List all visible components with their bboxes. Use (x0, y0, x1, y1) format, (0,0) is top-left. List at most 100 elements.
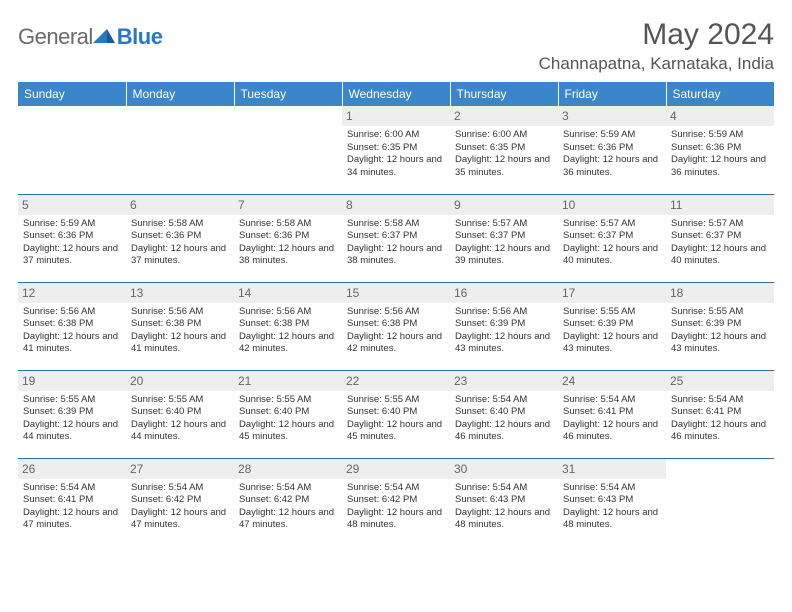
calendar-cell: 25 Sunrise: 5:54 AMSunset: 6:41 PMDayligh… (666, 370, 774, 458)
calendar-cell: 28Sunrise: 5:54 AMSunset: 6:42 PMDayligh… (234, 458, 342, 546)
calendar-cell: 14 Sunrise: 5:56 AMSunset: 6:38 PMDayligh… (234, 282, 342, 370)
calendar-cell: 16 Sunrise: 5:56 AMSunset: 6:39 PMDayligh… (450, 282, 558, 370)
calendar-cell: 22 Sunrise: 5:55 AMSunset: 6:40 PMDayligh… (342, 370, 450, 458)
cell-details: Sunrise: 5:54 AMSunset: 6:40 PMDaylight:… (455, 394, 553, 444)
day-number: 5 (18, 195, 126, 215)
calendar-cell: . (18, 106, 126, 194)
day-header: Friday (558, 82, 666, 106)
day-header: Thursday (450, 82, 558, 106)
calendar-cell: 19 Sunrise: 5:55 AMSunset: 6:39 PMDayligh… (18, 370, 126, 458)
day-number: 19 (18, 371, 126, 391)
day-number: 23 (450, 371, 558, 391)
cell-details: Sunrise: 5:58 AMSunset: 6:36 PMDaylight:… (131, 218, 229, 268)
cell-details: Sunrise: 5:56 AMSunset: 6:38 PMDaylight:… (131, 306, 229, 356)
day-number: 14 (234, 283, 342, 303)
cell-details: Sunrise: 5:54 AMSunset: 6:43 PMDaylight:… (563, 482, 661, 532)
day-number: 18 (666, 283, 774, 303)
cell-details: Sunrise: 5:59 AMSunset: 6:36 PMDaylight:… (563, 129, 661, 179)
calendar-cell: 3 Sunrise: 5:59 AMSunset: 6:36 PMDaylight… (558, 106, 666, 194)
calendar-cell: 27 Sunrise: 5:54 AMSunset: 6:42 PMDayligh… (126, 458, 234, 546)
cell-details: Sunrise: 5:58 AMSunset: 6:37 PMDaylight:… (347, 218, 445, 268)
cell-details: Sunrise: 5:54 AMSunset: 6:42 PMDaylight:… (131, 482, 229, 532)
cell-details: Sunrise: 5:55 AMSunset: 6:40 PMDaylight:… (131, 394, 229, 444)
day-number: 10 (558, 195, 666, 215)
day-number: 30 (450, 459, 558, 479)
calendar-cell: 5 Sunrise: 5:59 AMSunset: 6:36 PMDaylight… (18, 194, 126, 282)
cell-details: Sunrise: 5:56 AMSunset: 6:39 PMDaylight:… (455, 306, 553, 356)
day-number: 12 (18, 283, 126, 303)
calendar-cell: 15 Sunrise: 5:56 AMSunset: 6:38 PMDayligh… (342, 282, 450, 370)
calendar-cell: 21 Sunrise: 5:55 AMSunset: 6:40 PMDayligh… (234, 370, 342, 458)
calendar-cell: 26Sunrise: 5:54 AMSunset: 6:41 PMDayligh… (18, 458, 126, 546)
calendar-cell: 18 Sunrise: 5:55 AMSunset: 6:39 PMDayligh… (666, 282, 774, 370)
cell-details: Sunrise: 6:00 AMSunset: 6:35 PMDaylight:… (455, 129, 553, 179)
calendar-cell: . (126, 106, 234, 194)
logo-word2: Blue (117, 24, 163, 50)
calendar-cell: 23 Sunrise: 5:54 AMSunset: 6:40 PMDayligh… (450, 370, 558, 458)
logo-word1: General (18, 24, 93, 50)
cell-details: Sunrise: 5:57 AMSunset: 6:37 PMDaylight:… (455, 218, 553, 268)
cell-details: Sunrise: 5:54 AMSunset: 6:41 PMDaylight:… (23, 482, 121, 532)
calendar-table: Sunday Monday Tuesday Wednesday Thursday… (18, 82, 774, 546)
cell-details: Sunrise: 5:59 AMSunset: 6:36 PMDaylight:… (671, 129, 769, 179)
cell-details: Sunrise: 5:59 AMSunset: 6:36 PMDaylight:… (23, 218, 121, 268)
day-number: 15 (342, 283, 450, 303)
logo-triangle-icon (93, 29, 115, 45)
day-number: 29 (342, 459, 450, 479)
day-header: Monday (126, 82, 234, 106)
day-number: 13 (126, 283, 234, 303)
calendar-body: ...1Sunrise: 6:00 AMSunset: 6:35 PMDayli… (18, 106, 774, 546)
cell-details: Sunrise: 5:54 AMSunset: 6:41 PMDaylight:… (563, 394, 661, 444)
calendar-cell: . (666, 458, 774, 546)
cell-details: Sunrise: 5:58 AMSunset: 6:36 PMDaylight:… (239, 218, 337, 268)
calendar-cell: 12Sunrise: 5:56 AMSunset: 6:38 PMDayligh… (18, 282, 126, 370)
calendar-cell: 31Sunrise: 5:54 AMSunset: 6:43 PMDayligh… (558, 458, 666, 546)
calendar-cell: 1Sunrise: 6:00 AMSunset: 6:35 PMDaylight… (342, 106, 450, 194)
page-header: General Blue May 2024 Channapatna, Karna… (18, 18, 774, 74)
cell-details: Sunrise: 5:55 AMSunset: 6:39 PMDaylight:… (23, 394, 121, 444)
calendar-cell: 24Sunrise: 5:54 AMSunset: 6:41 PMDayligh… (558, 370, 666, 458)
cell-details: Sunrise: 5:57 AMSunset: 6:37 PMDaylight:… (671, 218, 769, 268)
cell-details: Sunrise: 5:55 AMSunset: 6:40 PMDaylight:… (347, 394, 445, 444)
cell-details: Sunrise: 5:56 AMSunset: 6:38 PMDaylight:… (239, 306, 337, 356)
day-number: 25 (666, 371, 774, 391)
day-number: 11 (666, 195, 774, 215)
day-number: 8 (342, 195, 450, 215)
cell-details: Sunrise: 6:00 AMSunset: 6:35 PMDaylight:… (347, 129, 445, 179)
calendar-cell: 30 Sunrise: 5:54 AMSunset: 6:43 PMDayligh… (450, 458, 558, 546)
calendar-cell: 29 Sunrise: 5:54 AMSunset: 6:42 PMDayligh… (342, 458, 450, 546)
calendar-cell: 11 Sunrise: 5:57 AMSunset: 6:37 PMDayligh… (666, 194, 774, 282)
day-header-row: Sunday Monday Tuesday Wednesday Thursday… (18, 82, 774, 106)
calendar-cell: 4 Sunrise: 5:59 AMSunset: 6:36 PMDaylight… (666, 106, 774, 194)
calendar-week-row: 26Sunrise: 5:54 AMSunset: 6:41 PMDayligh… (18, 458, 774, 546)
cell-details: Sunrise: 5:56 AMSunset: 6:38 PMDaylight:… (347, 306, 445, 356)
calendar-cell: 6Sunrise: 5:58 AMSunset: 6:36 PMDaylight… (126, 194, 234, 282)
day-header: Tuesday (234, 82, 342, 106)
calendar-cell: . (234, 106, 342, 194)
day-number: 28 (234, 459, 342, 479)
calendar-cell: 2Sunrise: 6:00 AMSunset: 6:35 PMDaylight… (450, 106, 558, 194)
cell-details: Sunrise: 5:57 AMSunset: 6:37 PMDaylight:… (563, 218, 661, 268)
calendar-cell: 8 Sunrise: 5:58 AMSunset: 6:37 PMDaylight… (342, 194, 450, 282)
cell-details: Sunrise: 5:54 AMSunset: 6:41 PMDaylight:… (671, 394, 769, 444)
day-number: 22 (342, 371, 450, 391)
cell-details: Sunrise: 5:55 AMSunset: 6:40 PMDaylight:… (239, 394, 337, 444)
calendar-cell: 7Sunrise: 5:58 AMSunset: 6:36 PMDaylight… (234, 194, 342, 282)
calendar-cell: 9Sunrise: 5:57 AMSunset: 6:37 PMDaylight… (450, 194, 558, 282)
day-number: 4 (666, 106, 774, 126)
cell-details: Sunrise: 5:54 AMSunset: 6:42 PMDaylight:… (347, 482, 445, 532)
cell-details: Sunrise: 5:54 AMSunset: 6:43 PMDaylight:… (455, 482, 553, 532)
calendar-week-row: 5 Sunrise: 5:59 AMSunset: 6:36 PMDaylight… (18, 194, 774, 282)
day-number: 20 (126, 371, 234, 391)
calendar-cell: 10 Sunrise: 5:57 AMSunset: 6:37 PMDayligh… (558, 194, 666, 282)
month-title: May 2024 (539, 18, 774, 52)
day-number: 27 (126, 459, 234, 479)
calendar-cell: 17Sunrise: 5:55 AMSunset: 6:39 PMDayligh… (558, 282, 666, 370)
calendar-cell: 13 Sunrise: 5:56 AMSunset: 6:38 PMDayligh… (126, 282, 234, 370)
day-header: Wednesday (342, 82, 450, 106)
day-header: Saturday (666, 82, 774, 106)
day-number: 16 (450, 283, 558, 303)
day-number: 21 (234, 371, 342, 391)
cell-details: Sunrise: 5:55 AMSunset: 6:39 PMDaylight:… (671, 306, 769, 356)
day-number: 3 (558, 106, 666, 126)
